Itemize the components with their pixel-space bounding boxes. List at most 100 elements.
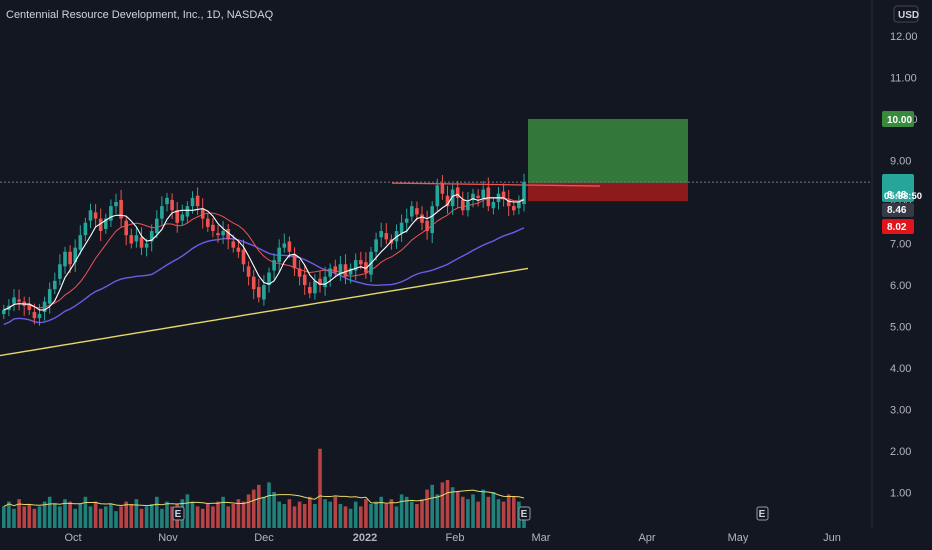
candle-body	[165, 197, 169, 205]
entry-price-tag-bg	[882, 203, 914, 217]
volume-bar	[32, 508, 37, 528]
candle-body	[93, 212, 98, 219]
volume-bar	[282, 504, 287, 528]
volume-bar	[496, 499, 501, 528]
volume-bar	[425, 489, 429, 528]
y-tick-label: 5.00	[890, 322, 911, 334]
volume-bar	[12, 508, 16, 528]
candle-body	[359, 260, 363, 265]
volume-bar	[73, 508, 77, 528]
volume-bar	[42, 501, 47, 528]
volume-bar	[68, 501, 72, 528]
candle-body	[37, 314, 42, 319]
candle-body	[461, 199, 465, 211]
volume-bar	[47, 496, 52, 528]
volume-bar	[109, 504, 113, 528]
volume-bar	[206, 504, 210, 528]
volume-bar	[313, 504, 317, 528]
candle-body	[175, 210, 179, 223]
volume-bar	[93, 501, 98, 528]
y-tick-label: 7.00	[890, 239, 911, 251]
volume-bar	[124, 501, 128, 528]
volume-bar	[200, 508, 205, 528]
last-price-tag: 8.48	[887, 190, 907, 201]
candle-body	[211, 224, 215, 232]
volume-bar	[139, 508, 144, 528]
volume-bar	[328, 501, 332, 528]
volume-bar	[323, 499, 327, 528]
volume-bar	[343, 506, 348, 528]
volume-bar	[104, 506, 108, 528]
y-tick-label: 3.00	[890, 405, 911, 417]
volume-bar	[114, 511, 118, 528]
candle-body	[471, 193, 475, 200]
volume-bar	[476, 501, 480, 528]
volume-bar	[2, 506, 6, 528]
volume-bar	[348, 508, 353, 528]
candle-body	[410, 206, 414, 217]
candle-body	[506, 199, 511, 207]
y-tick-label: 1.00	[890, 488, 911, 500]
volume-bar	[195, 506, 200, 528]
volume-bar	[262, 496, 266, 528]
candle-body	[104, 218, 108, 229]
candle-body	[399, 222, 404, 234]
candle-body	[63, 251, 67, 267]
volume-bar	[7, 501, 11, 528]
candle-body	[466, 202, 470, 211]
candle-body	[440, 183, 445, 194]
volume-bar	[231, 504, 236, 528]
candle-body	[455, 187, 460, 198]
candle-body	[17, 299, 21, 302]
candle-body	[226, 228, 230, 240]
ma-200-line	[0, 267, 529, 357]
currency-badge[interactable]	[893, 5, 919, 23]
volume-bar	[22, 506, 26, 528]
candle-body	[343, 264, 348, 277]
earnings-marker-icon[interactable]	[518, 506, 531, 521]
volume-bar	[272, 492, 276, 528]
volume-bar	[435, 494, 440, 528]
x-tick-label: Apr	[638, 532, 655, 544]
earnings-marker-icon[interactable]	[172, 506, 185, 521]
volume-bar	[277, 501, 281, 528]
candle-body	[241, 249, 246, 265]
candle-body	[124, 220, 128, 236]
volume-bar	[287, 499, 292, 528]
target-price-tag: 10.00	[887, 115, 912, 126]
volume-bar	[211, 506, 215, 528]
volume-bar	[501, 501, 506, 528]
candle-body	[251, 276, 256, 290]
volume-bar	[185, 494, 190, 528]
target-price-tag-bg	[882, 111, 914, 127]
profit-zone	[528, 119, 688, 183]
candle-body	[58, 264, 62, 279]
candle-body	[430, 206, 434, 234]
x-tick-label: Feb	[446, 532, 465, 544]
candle-body	[257, 287, 261, 298]
candle-body	[27, 303, 32, 310]
y-tick-label: 12.00	[890, 31, 918, 43]
volume-bar	[333, 496, 338, 528]
candle-body	[88, 210, 93, 221]
earnings-marker-icon[interactable]	[756, 506, 769, 521]
candle-body	[134, 235, 139, 242]
volume-bar	[58, 506, 62, 528]
volume-bar	[221, 496, 225, 528]
volume-bar	[410, 501, 414, 528]
candle-body	[236, 247, 241, 252]
volume-bar	[486, 496, 491, 528]
x-tick-label: Jun	[823, 532, 841, 544]
candle-body	[267, 272, 271, 285]
candle-body	[272, 260, 276, 271]
candle-body	[379, 231, 383, 238]
candle-body	[180, 214, 185, 221]
volume-bar	[190, 501, 195, 528]
candle-body	[435, 185, 440, 207]
volume-bar	[165, 501, 169, 528]
volume-bar	[379, 496, 383, 528]
candle-body	[262, 285, 266, 300]
volume-bar	[415, 504, 419, 528]
